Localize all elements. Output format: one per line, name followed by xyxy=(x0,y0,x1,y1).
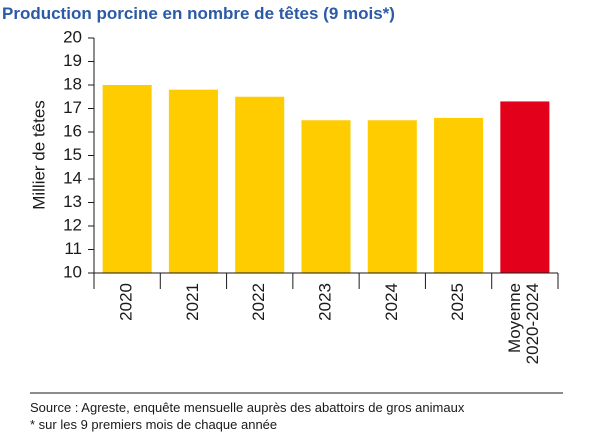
y-tick-label: 16 xyxy=(63,121,82,140)
x-tick-label: 2023 xyxy=(315,283,334,321)
y-tick-label: 12 xyxy=(63,215,82,234)
y-tick-label: 18 xyxy=(63,74,82,93)
y-axis-label: Millier de têtes xyxy=(29,100,48,210)
y-tick-label: 20 xyxy=(63,27,82,46)
chart-title: Production porcine en nombre de têtes (9… xyxy=(2,4,395,23)
source-note: Source : Agreste, enquête mensuelle aupr… xyxy=(30,400,465,415)
y-tick-label: 14 xyxy=(63,168,82,187)
footnote: * sur les 9 premiers mois de chaque anné… xyxy=(30,417,277,432)
y-tick-label: 11 xyxy=(64,239,82,258)
bar xyxy=(367,120,417,273)
x-tick-label: 2025 xyxy=(448,283,467,321)
x-tick-label: 2020 xyxy=(117,283,136,321)
y-tick-label: 13 xyxy=(63,192,82,211)
bar xyxy=(301,120,351,273)
y-tick-label: 19 xyxy=(63,51,82,70)
y-tick-label: 10 xyxy=(63,262,82,281)
bar xyxy=(434,117,484,274)
y-tick-label: 15 xyxy=(63,145,82,164)
x-tick-label: 2024 xyxy=(382,283,401,321)
bar xyxy=(102,85,152,273)
bar xyxy=(500,101,550,273)
bar xyxy=(235,96,285,273)
bar xyxy=(168,89,218,273)
x-tick-label: 2022 xyxy=(249,283,268,321)
x-tick-label: Moyenne2020-2024 xyxy=(505,283,542,364)
x-tick-label: 2021 xyxy=(183,283,202,321)
y-tick-label: 17 xyxy=(63,98,82,117)
